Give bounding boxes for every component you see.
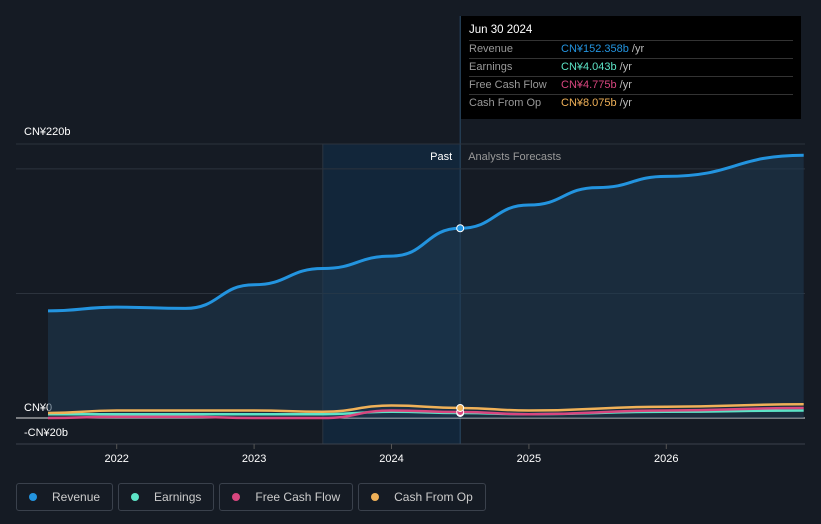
legend-item[interactable]: Revenue (16, 483, 114, 511)
revenue-area (48, 155, 804, 418)
legend-item[interactable]: Free Cash Flow (219, 483, 354, 511)
tooltip-row: Free Cash Flow CN¥4.775b/yr (469, 76, 793, 94)
y-tick-label: -CN¥20b (24, 427, 68, 439)
x-tick-label: 2022 (104, 453, 128, 465)
legend-item[interactable]: Cash From Op (358, 483, 486, 511)
legend-dot-icon (131, 493, 140, 501)
legend-item[interactable]: Earnings (118, 483, 215, 511)
past-label: Past (430, 151, 452, 163)
y-tick-label: CN¥220b (24, 126, 70, 138)
series-line-free-cash-flow (47, 406, 804, 420)
tooltip-value: CN¥8.075b (561, 97, 617, 109)
x-tick-label: 2026 (654, 453, 678, 465)
tooltip-label: Revenue (469, 43, 514, 55)
tooltip-row: Earnings CN¥4.043b/yr (469, 58, 793, 76)
tooltip-value: CN¥4.043b (561, 61, 617, 73)
tooltip-date: Jun 30 2024 (469, 24, 533, 36)
tooltip-unit: /yr (619, 79, 632, 91)
forecast-label: Analysts Forecasts (468, 151, 561, 163)
legend-label: Free Cash Flow (255, 490, 341, 504)
tooltip-label: Free Cash Flow (469, 79, 547, 91)
legend-label: Cash From Op (394, 490, 473, 504)
legend-dot-icon (29, 493, 37, 501)
tooltip-label: Cash From Op (469, 97, 542, 109)
tooltip-row: Revenue CN¥152.358b/yr (469, 40, 793, 58)
series-line-cash-from-op (47, 403, 804, 415)
data-point (456, 403, 465, 412)
tooltip-unit: /yr (619, 97, 632, 109)
legend-dot-icon (232, 493, 241, 501)
legend: Revenue Earnings Free Cash Flow Cash From O… (16, 483, 486, 511)
x-tick-label: 2024 (379, 453, 403, 465)
y-tick-label: CN¥0 (24, 402, 52, 414)
chart: CN¥220b CN¥0 -CN¥20b 2022 2023 2024 2025 2026 Pa… (16, 16, 805, 465)
tooltip-value: CN¥4.775b (561, 79, 617, 91)
tooltip-label: Earnings (469, 61, 513, 73)
legend-dot-icon (371, 493, 380, 501)
x-tick-label: 2025 (517, 453, 541, 465)
tooltip-value: CN¥152.358b (561, 43, 629, 55)
tooltip-unit: /yr (631, 43, 645, 55)
tooltip-row: Cash From Op CN¥8.075b/yr (469, 94, 793, 112)
series-line-revenue (47, 153, 804, 313)
tooltip-unit: /yr (619, 61, 632, 73)
tooltip: Jun 30 2024 Revenue CN¥152.358b/yr Earning… (461, 16, 801, 119)
data-point (456, 224, 465, 233)
legend-label: Earnings (154, 490, 202, 504)
x-tick-label: 2023 (242, 453, 266, 465)
legend-label: Revenue (52, 490, 101, 504)
